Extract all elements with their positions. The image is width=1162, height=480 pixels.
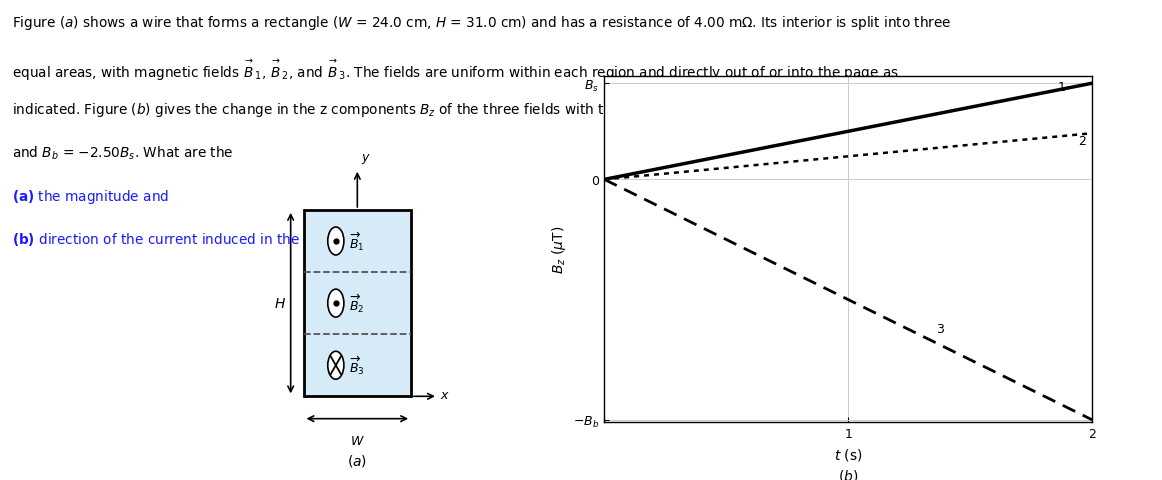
Text: $\overrightarrow{B}_1$: $\overrightarrow{B}_1$	[349, 230, 364, 252]
Text: $\mathbf{(b)}$ direction of the current induced in the wire?: $\mathbf{(b)}$ direction of the current …	[12, 230, 339, 247]
Text: $H$: $H$	[274, 297, 286, 311]
Text: and $B_b$ = $-$2.50$B_s$. What are the: and $B_b$ = $-$2.50$B_s$. What are the	[12, 144, 234, 161]
Text: equal areas, with magnetic fields $\overset{\rightarrow}{B}_1$, $\overset{\right: equal areas, with magnetic fields $\over…	[12, 58, 898, 83]
Circle shape	[328, 351, 344, 379]
X-axis label: $t$ (s): $t$ (s)	[834, 446, 862, 462]
Text: $\overrightarrow{B}_3$: $\overrightarrow{B}_3$	[349, 354, 365, 377]
Text: Figure $(a)$ shows a wire that forms a rectangle ($W$ = 24.0 cm, $H$ = 31.0 cm) : Figure $(a)$ shows a wire that forms a r…	[12, 14, 951, 32]
Text: $\mathbf{(a)}$ the magnitude and: $\mathbf{(a)}$ the magnitude and	[12, 187, 168, 205]
Text: $\overrightarrow{B}_2$: $\overrightarrow{B}_2$	[349, 292, 364, 314]
Text: $y$: $y$	[360, 152, 371, 166]
Y-axis label: $B_z$ ($\mu$T): $B_z$ ($\mu$T)	[550, 226, 567, 274]
Circle shape	[328, 289, 344, 317]
Bar	[303, 210, 411, 396]
Text: 2: 2	[1077, 135, 1085, 148]
Circle shape	[328, 228, 344, 255]
Text: $(a)$: $(a)$	[347, 452, 367, 468]
Text: $W$: $W$	[350, 434, 365, 447]
Text: $(b)$: $(b)$	[838, 468, 859, 480]
Text: $x$: $x$	[440, 388, 450, 401]
Text: 1: 1	[1059, 81, 1066, 94]
Text: indicated. Figure $(b)$ gives the change in the z components $B_z$ of the three : indicated. Figure $(b)$ gives the change…	[12, 101, 949, 119]
Text: 3: 3	[937, 322, 944, 336]
